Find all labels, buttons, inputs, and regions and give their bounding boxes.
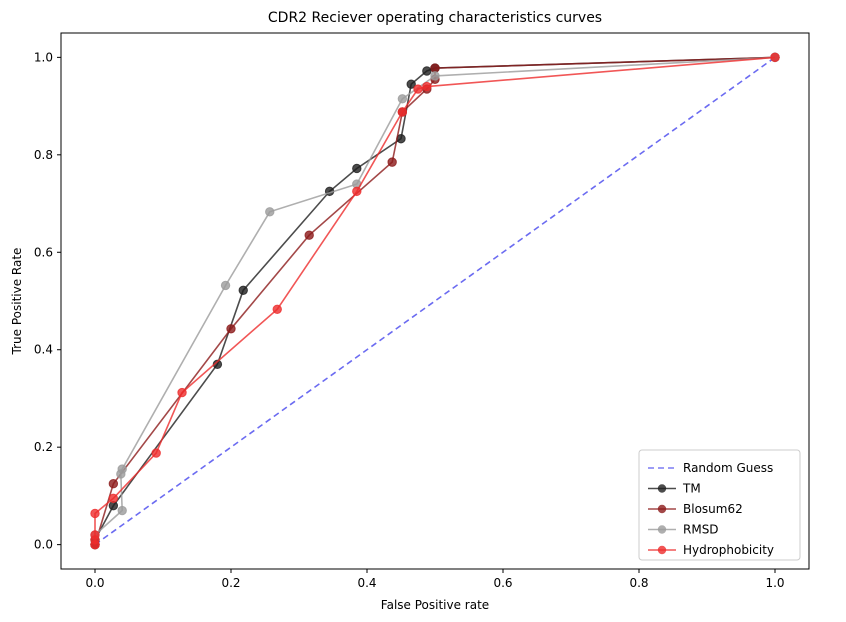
legend-item: RMSD [648,523,719,537]
chart-title: CDR2 Reciever operating characteristics … [268,10,602,26]
y-tick-label: 0.0 [34,538,53,552]
legend-swatch-marker [657,504,667,514]
plot-area [90,52,780,550]
y-axis-label: True Positive Rate [10,248,24,356]
data-point [770,52,780,63]
data-point [220,280,231,291]
legend-swatch-marker [657,484,667,493]
data-point [117,464,127,474]
data-point [226,324,236,334]
legend-label: RMSD [683,523,719,537]
legend-box [638,449,801,561]
legend-label: Blosum62 [683,502,743,516]
y-tick-label: 0.8 [34,148,53,162]
data-point [387,157,397,167]
data-point [117,505,127,516]
y-tick-label: 1.0 [34,50,53,64]
x-axis-ticks: 0.0 0.2 0.4 0.6 0.8 1.0 [85,569,785,590]
data-point [177,387,187,398]
data-point [352,163,362,174]
x-tick-label: 0.0 [85,576,104,590]
x-tick-label: 0.6 [493,576,512,590]
data-point [430,71,440,81]
data-point [352,186,362,197]
data-point [265,207,275,217]
x-tick-label: 0.4 [357,576,376,590]
data-point [397,107,408,117]
legend-label: TM [682,482,701,496]
legend-item: Random Guess [648,461,773,475]
x-tick-label: 1.0 [765,576,784,590]
y-tick-label: 0.2 [34,440,53,454]
legend-label: Random Guess [683,461,773,475]
data-point [422,66,432,76]
legend-item: Hydrophobicity [648,543,774,557]
data-point [422,81,432,92]
legend-item: Blosum62 [648,502,743,516]
x-tick-label: 0.8 [629,576,648,590]
data-point [413,84,423,94]
data-point [304,230,314,240]
data-point [108,479,119,489]
legend: Random Guess TM Blosum62 RMSD Hydrophobicity [638,449,801,561]
data-point [90,508,100,519]
legend-label: Hydrophobicity [683,543,774,557]
data-point [90,530,100,540]
plot-frame [60,32,810,570]
data-point [430,63,440,73]
legend-swatch-marker [657,545,667,555]
x-axis-label: False Positive rate [381,598,489,612]
y-tick-label: 0.6 [34,245,53,259]
legend-swatch-marker [657,525,667,534]
y-axis-ticks: 0.0 0.2 0.4 0.6 0.8 1.0 [34,50,61,552]
data-point [397,94,408,104]
x-tick-label: 0.2 [221,576,240,590]
series-hydrophobicity [90,52,780,550]
data-point [272,304,282,314]
data-point [406,79,416,89]
data-point [238,285,248,295]
y-tick-label: 0.4 [34,343,53,357]
data-point [108,493,119,504]
data-point [151,448,161,458]
legend-item: TM [648,482,701,496]
